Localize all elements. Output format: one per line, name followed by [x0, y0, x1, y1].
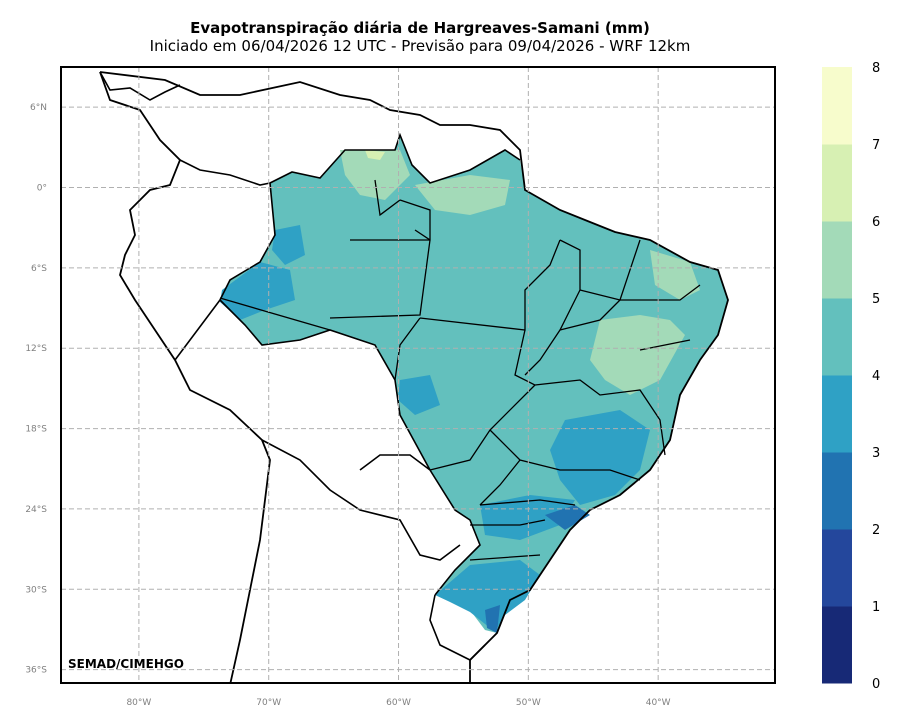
longitude-labels: 80°W 70°W 60°W 50°W 40°W	[126, 698, 670, 708]
lat-tick-label: 24°S	[25, 505, 47, 515]
lat-tick-label: 0°	[37, 184, 47, 194]
colorbar-tick-label: 4	[872, 369, 880, 384]
latitude-labels: 6°N 0° 6°S 12°S 18°S 24°S 30°S 36°S	[25, 103, 47, 675]
colorbar-tick-label: 3	[872, 446, 880, 461]
et-patch-southeast	[550, 410, 650, 505]
et-patch-parana	[480, 495, 575, 540]
map-title: Evapotranspiração diária de Hargreaves-S…	[190, 19, 650, 37]
colorbar-swatch	[822, 529, 852, 607]
et-patch-northeast	[650, 250, 700, 300]
colorbar-swatch	[822, 606, 852, 684]
colorbar-swatch	[822, 298, 852, 376]
colorbar-tick-label: 6	[872, 215, 880, 230]
colorbar-tick-label: 2	[872, 523, 880, 538]
lon-tick-label: 70°W	[256, 698, 281, 708]
lon-tick-label: 80°W	[126, 698, 151, 708]
colorbar-swatch	[822, 144, 852, 222]
west-coast-outline	[99, 71, 271, 683]
lat-tick-label: 6°N	[30, 103, 47, 113]
lon-tick-label: 40°W	[646, 698, 671, 708]
lat-tick-label: 18°S	[25, 425, 47, 435]
et-patch-rs-south	[485, 605, 500, 633]
colorbar-swatches	[822, 67, 852, 684]
map-subtitle: Iniciado em 06/04/2026 12 UTC - Previsão…	[149, 37, 691, 55]
state-borders	[219, 179, 701, 561]
lat-tick-label: 36°S	[25, 666, 47, 676]
colorbar-swatch	[822, 375, 852, 453]
et-patch-roraima	[365, 150, 385, 160]
et-patch-mato-grosso	[398, 375, 440, 415]
colorbar-tick-labels: 0 1 2 3 4 5 6 7 8	[872, 61, 880, 692]
country-borders	[174, 132, 521, 596]
colorbar-swatch	[822, 67, 852, 145]
et-patch-acre	[220, 262, 295, 320]
map-frame	[60, 66, 776, 684]
central-america-outline	[99, 71, 181, 101]
brazil-field	[220, 135, 728, 633]
colorbar-swatch	[822, 221, 852, 299]
colorbar-tick-label: 1	[872, 600, 880, 615]
colorbar-tick-label: 5	[872, 292, 880, 307]
colorbar: 0 1 2 3 4 5 6 7 8	[822, 61, 880, 692]
lat-tick-label: 6°S	[31, 264, 47, 274]
uruguay-outline	[429, 594, 486, 661]
lat-tick-label: 12°S	[25, 344, 47, 354]
lon-tick-label: 60°W	[386, 698, 411, 708]
colorbar-tick-label: 8	[872, 61, 880, 76]
et-patch-coast-sp	[545, 505, 590, 530]
map-layers	[99, 71, 729, 683]
et-patch-bahia	[590, 315, 685, 395]
colorbar-swatch	[822, 452, 852, 530]
lon-tick-label: 50°W	[516, 698, 541, 708]
colorbar-tick-label: 7	[872, 138, 880, 153]
south-america-outline	[99, 71, 729, 683]
lat-tick-label: 30°S	[25, 585, 47, 595]
et-patch-south	[435, 560, 540, 632]
map-gridlines	[61, 67, 775, 683]
et-patch-west-amazon	[272, 225, 305, 265]
credit-label: SEMAD/CIMEHGO	[68, 657, 184, 671]
et-patch-amapa	[415, 175, 510, 215]
colorbar-tick-label: 0	[872, 677, 880, 692]
